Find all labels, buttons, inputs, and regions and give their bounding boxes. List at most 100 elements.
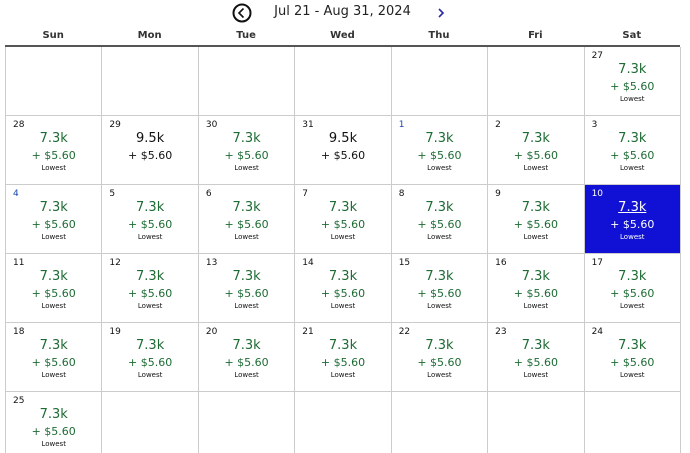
fee: + $5.60 (417, 218, 462, 231)
price: 7.3k (618, 269, 647, 284)
day-cell[interactable]: 17 7.3k + $5.60 Lowest (584, 254, 681, 323)
day-cell[interactable]: 5 7.3k + $5.60 Lowest (102, 185, 199, 254)
empty-cell (102, 392, 199, 453)
empty-cell (585, 392, 681, 453)
price: 7.3k (232, 338, 261, 353)
fee: + $5.60 (224, 356, 269, 369)
day-number: 15 (398, 258, 411, 268)
price: 7.3k (328, 200, 358, 215)
day-cell[interactable]: 6 7.3k + $5.60 Lowest (198, 185, 296, 254)
price-note: Lowest (427, 371, 452, 379)
weekday-label: Wed (330, 30, 355, 41)
fee: + $5.60 (31, 425, 76, 438)
weekday-label: Sun (42, 30, 64, 41)
fee: + $5.60 (128, 356, 173, 369)
price: 7.3k (39, 269, 68, 284)
day-cell[interactable]: 24 7.3k + $5.60 Lowest (584, 323, 681, 392)
day-cell[interactable]: 19 7.3k + $5.60 Lowest (102, 323, 199, 392)
fee: + $5.60 (610, 356, 655, 369)
fee: + $5.60 (417, 149, 462, 162)
empty-cell (295, 47, 392, 116)
fee: + $5.60 (128, 149, 173, 162)
price-note: Lowest (620, 233, 645, 241)
empty-cell (391, 47, 489, 116)
day-number: 23 (495, 327, 507, 337)
day-cell[interactable]: 12 7.3k + $5.60 Lowest (102, 254, 199, 323)
prev-button[interactable] (232, 3, 252, 23)
fee: + $5.60 (320, 287, 366, 300)
day-number: 30 (205, 120, 218, 130)
price: 9.5k (328, 131, 358, 146)
price: 7.3k (618, 62, 647, 77)
day-number: 5 (109, 189, 116, 199)
fee: + $5.60 (224, 149, 269, 162)
price-note: Lowest (330, 233, 356, 241)
price-note: Lowest (620, 302, 645, 310)
day-number: 17 (591, 258, 604, 268)
fee: + $5.60 (417, 356, 462, 369)
fee: + $5.60 (513, 287, 558, 300)
day-cell[interactable]: 14 7.3k + $5.60 Lowest (295, 254, 392, 323)
price-note: Lowest (330, 371, 356, 379)
price: 7.3k (521, 200, 550, 215)
day-cell[interactable]: 27 7.3k + $5.60 Lowest (584, 47, 681, 116)
price: 7.3k (232, 269, 261, 284)
empty-cell (488, 47, 585, 116)
price: 7.3k (425, 131, 454, 146)
price: 7.3k (425, 269, 454, 284)
day-cell[interactable]: 22 7.3k + $5.60 Lowest (391, 323, 489, 392)
price: 7.3k (232, 131, 261, 146)
day-cell[interactable]: 18 7.3k + $5.60 Lowest (6, 323, 103, 392)
day-cell[interactable]: 21 7.3k + $5.60 Lowest (295, 323, 392, 392)
price: 7.3k (39, 131, 68, 146)
price: 7.3k (618, 200, 647, 215)
day-number: 14 (302, 258, 314, 268)
day-cell[interactable]: 11 7.3k + $5.60 Lowest (6, 254, 103, 323)
empty-cell (488, 392, 585, 453)
price: 7.3k (39, 407, 68, 422)
day-cell[interactable]: 28 7.3k + $5.60 Lowest (6, 116, 103, 185)
next-button[interactable] (434, 4, 448, 22)
day-cell[interactable]: 7 7.3k + $5.60 Lowest (295, 185, 392, 254)
day-cell[interactable]: 20 7.3k + $5.60 Lowest (198, 323, 296, 392)
day-cell[interactable]: 16 7.3k + $5.60 Lowest (488, 254, 585, 323)
day-cell[interactable]: 8 7.3k + $5.60 Lowest (391, 185, 489, 254)
day-cell[interactable]: 13 7.3k + $5.60 Lowest (198, 254, 296, 323)
day-cell[interactable]: 4 7.3k + $5.60 Lowest (6, 185, 103, 254)
price-note: Lowest (330, 302, 356, 310)
day-cell[interactable]: 15 7.3k + $5.60 Lowest (391, 254, 489, 323)
weekday-label: Thu (428, 30, 450, 41)
price-note: Lowest (41, 164, 66, 172)
day-cell[interactable]: 29 9.5k + $5.60 (102, 116, 199, 185)
fee: + $5.60 (610, 287, 655, 300)
day-cell[interactable]: 10 7.3k + $5.60 Lowest (584, 185, 681, 254)
day-cell[interactable]: 2 7.3k + $5.60 Lowest (488, 116, 585, 185)
day-cell[interactable]: 1 7.3k + $5.60 Lowest (391, 116, 489, 185)
day-number: 6 (205, 189, 212, 199)
day-cell[interactable]: 30 7.3k + $5.60 Lowest (198, 116, 296, 185)
day-number: 16 (495, 258, 507, 268)
price: 7.3k (521, 269, 550, 284)
price: 7.3k (521, 131, 550, 146)
price-note: Lowest (234, 302, 259, 310)
fee: + $5.60 (31, 218, 76, 231)
weekday-label: Tue (236, 30, 256, 41)
fee: + $5.60 (128, 218, 173, 231)
empty-cell (6, 47, 103, 116)
day-number: 31 (302, 120, 314, 130)
day-cell[interactable]: 3 7.3k + $5.60 Lowest (584, 116, 681, 185)
day-cell[interactable]: 9 7.3k + $5.60 Lowest (488, 185, 585, 254)
day-number: 13 (205, 258, 218, 268)
day-cell[interactable]: 23 7.3k + $5.60 Lowest (488, 323, 585, 392)
price-note: Lowest (137, 233, 163, 241)
day-cell[interactable]: 25 7.3k + $5.60 Lowest (6, 392, 103, 453)
day-number: 8 (398, 189, 405, 199)
price-note: Lowest (620, 95, 645, 103)
price: 9.5k (136, 131, 165, 146)
fee: + $5.60 (224, 287, 269, 300)
day-number: 25 (13, 396, 25, 406)
day-cell[interactable]: 31 9.5k + $5.60 (295, 116, 392, 185)
price: 7.3k (232, 200, 261, 215)
fee: + $5.60 (417, 287, 462, 300)
